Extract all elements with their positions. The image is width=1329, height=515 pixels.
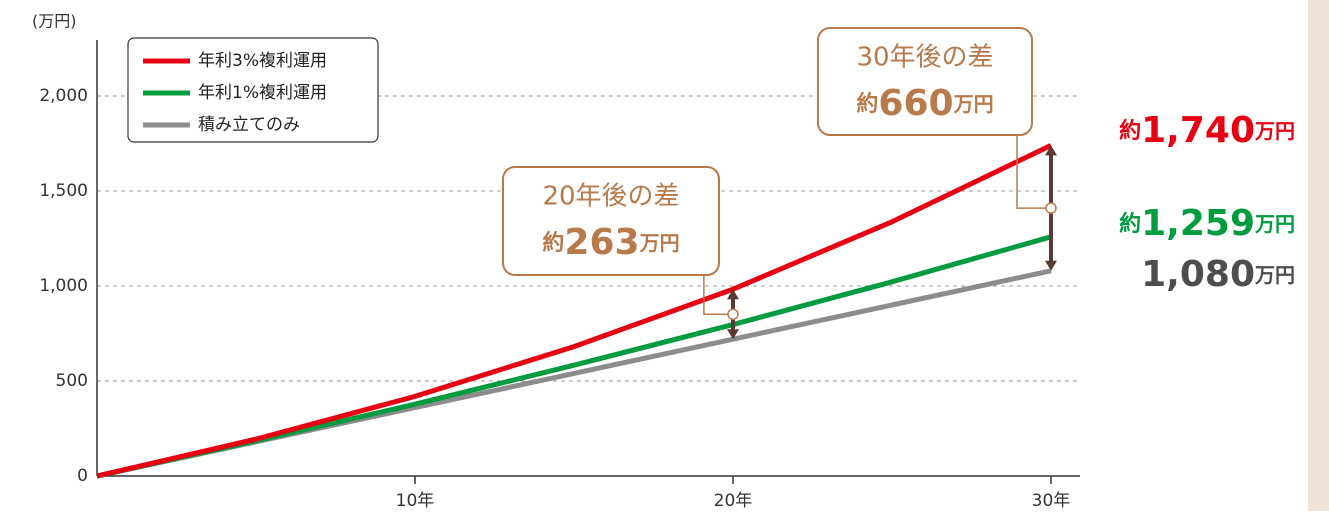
y-tick-label: 2,000 xyxy=(39,86,88,106)
side-strip xyxy=(1308,0,1329,511)
connector-dot xyxy=(1045,202,1057,214)
end-label: 約1,259万円 xyxy=(1119,203,1295,244)
legend-label: 積み立てのみ xyxy=(198,115,300,135)
end-label-unit: 万円 xyxy=(1254,212,1295,236)
y-tick-label: 1,000 xyxy=(39,276,88,296)
end-label-number: 1,080 xyxy=(1141,254,1255,295)
series-line xyxy=(96,143,1053,479)
y-tick-label: 1,500 xyxy=(39,181,88,201)
annotation-value: 約263万円 xyxy=(542,222,679,263)
arrow-head xyxy=(727,289,739,300)
y-tick-label: 0 xyxy=(77,466,88,486)
annotation-prefix: 約 xyxy=(856,91,878,117)
annotation-title: 30年後の差 xyxy=(856,43,993,73)
annotation-value: 約660万円 xyxy=(856,83,993,124)
x-tick-label: 10年 xyxy=(396,491,435,511)
end-label: 1,080万円 xyxy=(1141,254,1295,295)
legend-label: 年利1%複利運用 xyxy=(198,83,327,103)
connector xyxy=(703,275,733,315)
end-label-unit: 万円 xyxy=(1254,119,1295,143)
y-tick-label: 500 xyxy=(56,371,88,391)
arrow-head xyxy=(727,329,739,340)
legend-box xyxy=(127,37,379,143)
annotation-number: 660 xyxy=(878,83,953,124)
y-unit-label: (万円) xyxy=(32,12,77,31)
end-label-prefix: 約 xyxy=(1119,118,1141,144)
end-label-prefix: 約 xyxy=(1119,211,1141,237)
connector xyxy=(1016,135,1051,209)
annotation-unit: 万円 xyxy=(953,92,994,116)
x-tick-label: 30年 xyxy=(1032,491,1071,511)
arrow-head xyxy=(1045,260,1057,271)
legend-label: 年利3%複利運用 xyxy=(198,51,327,71)
end-label-number: 1,740 xyxy=(1141,110,1255,151)
annotation-box xyxy=(817,27,1033,136)
annotation-title: 20年後の差 xyxy=(542,182,679,212)
end-label-unit: 万円 xyxy=(1254,263,1295,287)
annotation-number: 263 xyxy=(564,222,639,263)
annotation-box xyxy=(502,166,720,276)
connector-dot xyxy=(727,308,739,320)
end-label: 約1,740万円 xyxy=(1119,110,1295,151)
arrow-head xyxy=(1045,145,1057,156)
annotation-unit: 万円 xyxy=(639,231,680,255)
annotation-prefix: 約 xyxy=(542,230,564,256)
end-label-number: 1,259 xyxy=(1141,203,1255,244)
x-tick-label: 20年 xyxy=(714,491,753,511)
